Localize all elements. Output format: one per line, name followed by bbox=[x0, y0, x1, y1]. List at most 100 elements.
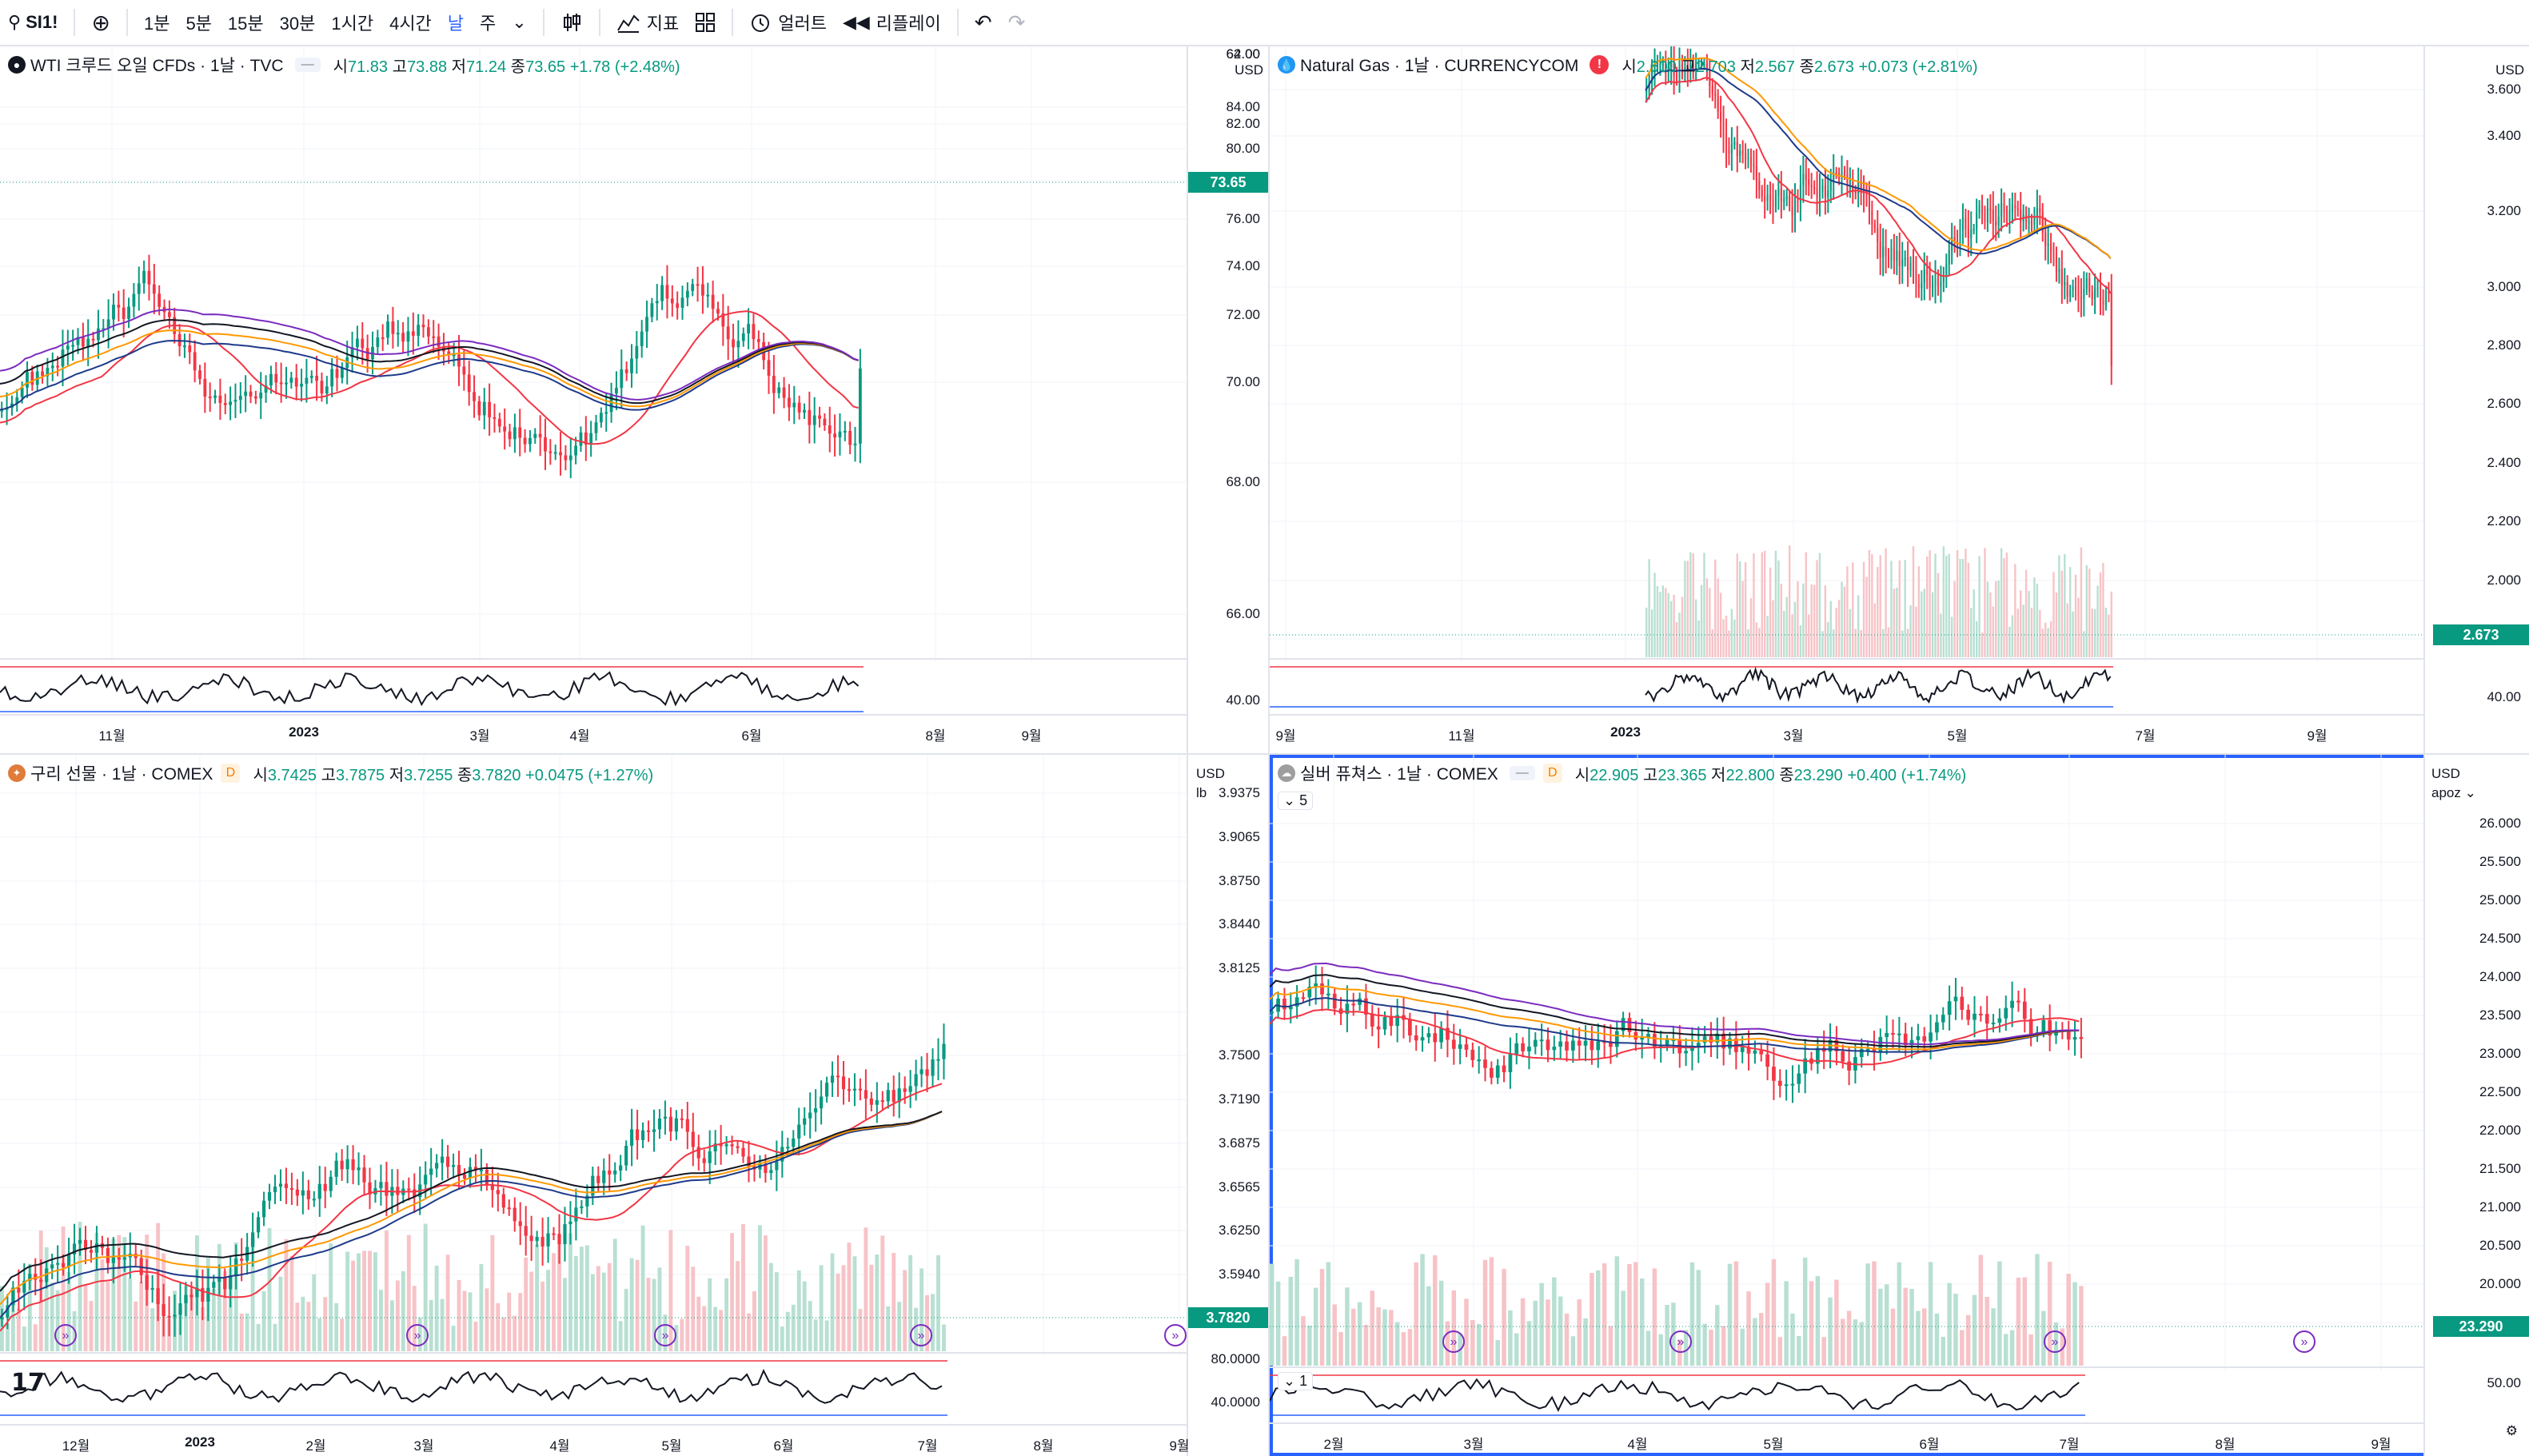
event-marker-icon[interactable]: » bbox=[654, 1324, 676, 1346]
event-marker-icon[interactable]: » bbox=[2293, 1330, 2316, 1353]
volume-bar bbox=[1783, 610, 1785, 657]
symbol-title[interactable]: WTI 크루드 오일 CFDs · 1날 · TVC bbox=[30, 57, 284, 75]
currency-label[interactable]: USD bbox=[1235, 62, 1263, 78]
volume-bar bbox=[1558, 1296, 1563, 1366]
volume-bar bbox=[228, 1268, 233, 1351]
volume-bar bbox=[2066, 603, 2068, 657]
interval-15m[interactable]: 15분 bbox=[227, 14, 264, 34]
settings-gear-icon[interactable]: ⚙ bbox=[2505, 1423, 2518, 1438]
volume-bar bbox=[384, 1230, 389, 1351]
volume-bar bbox=[100, 1259, 105, 1351]
price-scale[interactable]: USD 3.600 3.400 3.200 3.000 2.800 2.600 2.400 2… bbox=[2423, 46, 2529, 753]
event-marker-icon[interactable]: » bbox=[1442, 1330, 1465, 1353]
candle-body bbox=[1903, 1033, 1908, 1046]
interval-week[interactable]: 주 bbox=[480, 14, 497, 34]
interval-4h[interactable]: 4시간 bbox=[389, 14, 432, 34]
warning-icon[interactable]: ! bbox=[1590, 55, 1610, 74]
symbol-title[interactable]: 구리 선물 · 1날 · COMEX bbox=[30, 765, 213, 784]
candle-body bbox=[1692, 63, 1694, 70]
symbol-title[interactable]: Natural Gas · 1날 · CURRENCYCOM bbox=[1300, 57, 1579, 75]
volume-bar bbox=[2047, 628, 2049, 657]
candle-body bbox=[401, 333, 405, 342]
event-marker-icon[interactable]: » bbox=[54, 1324, 77, 1346]
candle-body bbox=[229, 1274, 233, 1290]
candle-body bbox=[1571, 1040, 1575, 1051]
volume-bar bbox=[1414, 1262, 1418, 1366]
interval-30m[interactable]: 30분 bbox=[279, 14, 316, 34]
chart-pane-natgas[interactable]: 💧 Natural Gas · 1날 · CURRENCYCOM ! 시2.60… bbox=[1270, 46, 2529, 753]
volume-bar bbox=[1715, 1305, 1720, 1366]
indicators-collapse-toggle[interactable]: ⌄ 5 bbox=[1278, 792, 1314, 810]
event-marker-icon[interactable]: » bbox=[2044, 1330, 2066, 1353]
volume-bar bbox=[2079, 1286, 2084, 1366]
volume-bar bbox=[1451, 1290, 1457, 1366]
volume-bar bbox=[351, 1260, 356, 1351]
price-scale[interactable]: USD lb 3.9375 3.9065 3.8750 3.8440 3.8125 3.7… bbox=[1187, 755, 1268, 1456]
layout-button[interactable] bbox=[687, 0, 724, 45]
volume-bar bbox=[2085, 564, 2088, 657]
volume-bar bbox=[150, 1308, 155, 1351]
currency-label[interactable]: USD bbox=[2495, 62, 2524, 78]
price-scale[interactable]: USD apoz ⌄ 26.000 25.500 25.000 24.500 24.00… bbox=[2423, 755, 2529, 1456]
candle-body bbox=[602, 1170, 606, 1183]
volume-bar bbox=[217, 1243, 221, 1351]
collapse-badge[interactable]: — bbox=[1509, 766, 1535, 780]
interval-1m[interactable]: 1분 bbox=[143, 14, 170, 34]
interval-1h[interactable]: 1시간 bbox=[331, 14, 374, 34]
candle-body bbox=[2110, 293, 2112, 366]
chart-canvas[interactable] bbox=[0, 46, 1268, 753]
chart-canvas[interactable] bbox=[0, 755, 1268, 1456]
volume-bar bbox=[1879, 555, 1881, 657]
osc-collapse-toggle[interactable]: ⌄ 1 bbox=[1278, 1372, 1314, 1390]
chart-pane-silver[interactable]: ☁ 실버 퓨쳐스 · 1날 · COMEX — D 시22.905 고23.36… bbox=[1270, 755, 2529, 1456]
event-marker-icon[interactable]: » bbox=[406, 1324, 429, 1346]
chart-pane-wti[interactable]: ● WTI 크루드 오일 CFDs · 1날 · TVC — 시71.83 고7… bbox=[0, 46, 1268, 753]
volume-bar bbox=[1859, 1322, 1865, 1366]
price-scale[interactable]: USD 84.0082.0080.0078.0076.0074.0072.007… bbox=[1187, 46, 1268, 753]
pane-divider-vertical[interactable] bbox=[1268, 46, 1270, 1456]
volume-bar bbox=[936, 1255, 940, 1351]
candle-body bbox=[89, 1250, 94, 1253]
tradingview-logo[interactable]: 17 bbox=[11, 1369, 45, 1397]
event-marker-icon[interactable]: » bbox=[1669, 1330, 1692, 1353]
collapse-badge[interactable]: — bbox=[294, 58, 321, 72]
redo-button[interactable]: ↷ bbox=[1000, 0, 1034, 45]
candle-body bbox=[249, 391, 253, 397]
price-tick-label: 20.000 bbox=[2479, 1276, 2521, 1291]
volume-bar bbox=[1765, 1282, 1770, 1366]
event-marker-icon[interactable]: » bbox=[1164, 1324, 1187, 1346]
pane-divider-horizontal[interactable] bbox=[0, 753, 2529, 755]
last-price-label: 2.673 bbox=[2433, 624, 2529, 645]
candle-body bbox=[1745, 153, 1747, 160]
interval-5m[interactable]: 5분 bbox=[185, 14, 212, 34]
candle-body bbox=[1656, 63, 1659, 66]
chart-type-button[interactable] bbox=[552, 0, 591, 45]
candle-body bbox=[613, 1170, 617, 1175]
alert-button[interactable]: 얼러트 bbox=[741, 0, 835, 45]
symbol-search-button[interactable]: ⚲ SI1! bbox=[0, 0, 66, 45]
unit-label[interactable]: lb bbox=[1196, 785, 1207, 800]
chart-pane-copper[interactable]: ✦ 구리 선물 · 1날 · COMEX D 시3.7425 고3.7875 저… bbox=[0, 755, 1268, 1456]
volume-bar bbox=[1769, 567, 1772, 657]
currency-label[interactable]: USD bbox=[1196, 766, 1225, 781]
interval-dropdown[interactable]: ⌄ bbox=[504, 0, 534, 45]
currency-label[interactable]: USD bbox=[2431, 766, 2460, 781]
chart-canvas[interactable] bbox=[1270, 46, 2529, 753]
delayed-badge[interactable]: D bbox=[1542, 764, 1562, 783]
interval-day[interactable]: 날 bbox=[447, 14, 465, 34]
delayed-badge[interactable]: D bbox=[221, 764, 241, 783]
symbol-title[interactable]: 실버 퓨쳐스 · 1날 · COMEX bbox=[1300, 765, 1498, 784]
indicators-button[interactable]: 지표 bbox=[608, 0, 687, 45]
candle-body bbox=[1671, 1039, 1676, 1042]
compare-add-button[interactable]: ⊕ bbox=[83, 0, 118, 45]
unit-dropdown[interactable]: apoz ⌄ bbox=[2431, 785, 2476, 800]
candle-body bbox=[1689, 63, 1692, 68]
volume-bar bbox=[518, 1293, 523, 1351]
candle-body bbox=[285, 382, 288, 385]
volume-bar bbox=[1884, 1284, 1889, 1366]
replay-button[interactable]: ◀◀ 리플레이 bbox=[835, 0, 949, 45]
undo-button[interactable]: ↶ bbox=[967, 0, 1000, 45]
volume-bar bbox=[1937, 572, 1940, 657]
chart-canvas[interactable] bbox=[1270, 755, 2529, 1456]
event-marker-icon[interactable]: » bbox=[910, 1324, 932, 1346]
